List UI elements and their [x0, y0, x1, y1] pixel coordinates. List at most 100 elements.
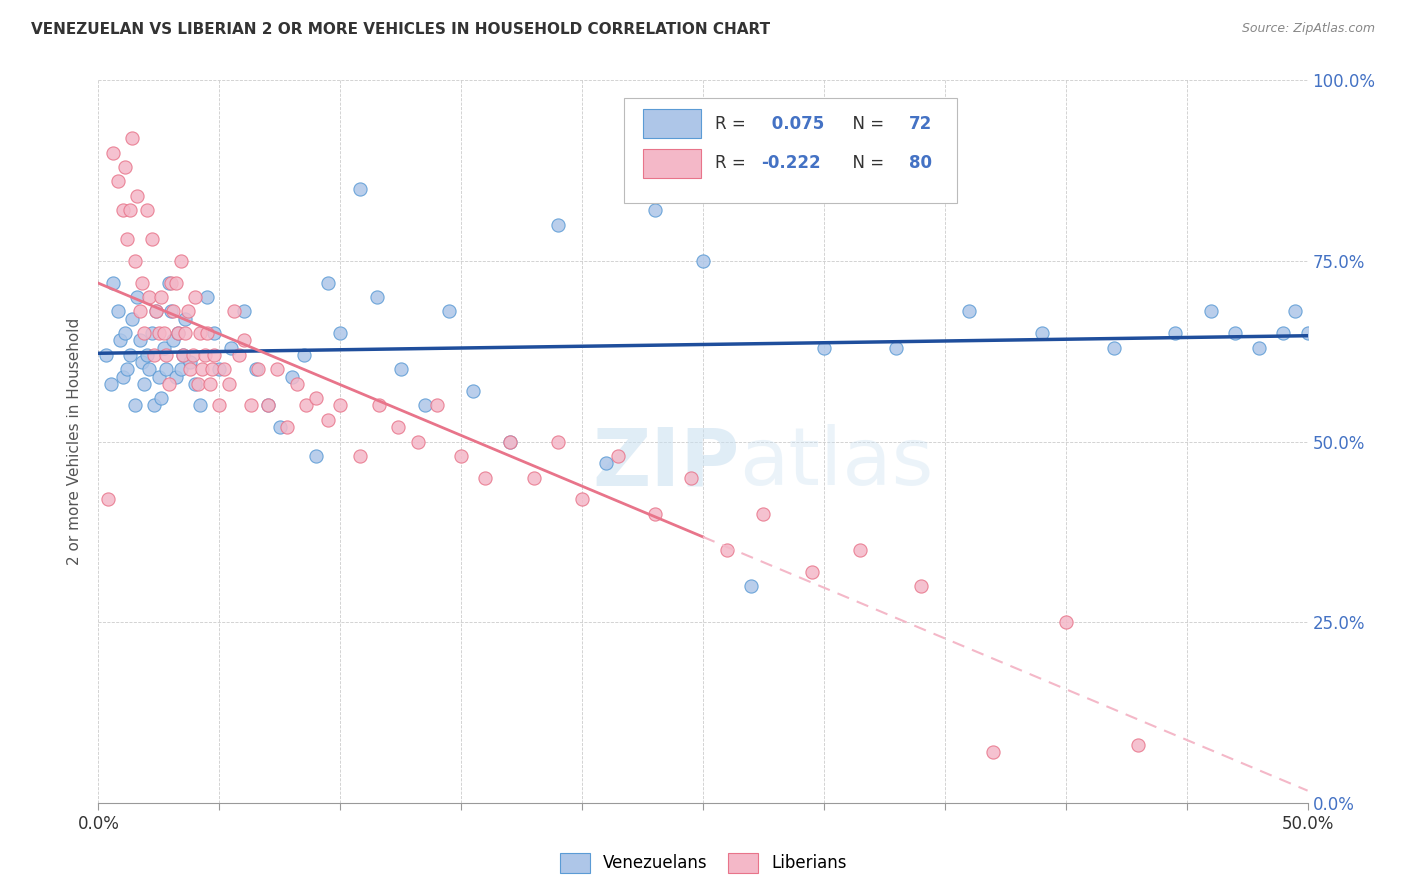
Point [94, 348, 117, 362]
Point [184, 376, 207, 391]
Text: 72: 72 [908, 115, 932, 133]
Point [108, 334, 131, 348]
Point [101, 145, 124, 160]
Point [368, 398, 391, 412]
Point [607, 449, 630, 463]
Point [222, 304, 245, 318]
Point [114, 160, 136, 174]
Point [1249, 341, 1271, 355]
Point [752, 507, 775, 521]
Point [800, 565, 823, 579]
Point [167, 326, 190, 340]
Point [1284, 304, 1306, 318]
Point [547, 434, 569, 449]
Point [118, 348, 141, 362]
Point [692, 253, 714, 268]
Point [155, 362, 177, 376]
Point [269, 420, 291, 434]
Point [1031, 326, 1053, 340]
Point [305, 449, 328, 463]
Point [1223, 326, 1246, 340]
Legend: Venezuelans, Liberians: Venezuelans, Liberians [553, 847, 853, 880]
Point [188, 326, 211, 340]
Point [957, 304, 980, 318]
Point [188, 398, 211, 412]
Point [1296, 326, 1319, 340]
Point [97, 492, 120, 507]
Point [148, 369, 170, 384]
Point [172, 348, 194, 362]
Point [121, 311, 143, 326]
Point [349, 182, 371, 196]
Point [165, 276, 187, 290]
Point [239, 398, 262, 412]
Point [165, 369, 187, 384]
Point [179, 362, 201, 376]
Point [221, 341, 243, 355]
Point [138, 362, 160, 376]
Point [157, 376, 180, 391]
Point [131, 355, 153, 369]
Point [198, 376, 221, 391]
Point [1272, 326, 1295, 340]
Point [127, 290, 149, 304]
Point [247, 362, 270, 376]
Point [187, 376, 209, 391]
Point [571, 492, 593, 507]
Point [329, 398, 352, 412]
Point [387, 420, 409, 434]
Point [523, 470, 546, 484]
Point [886, 341, 908, 355]
Point [1128, 738, 1150, 752]
Point [141, 326, 163, 340]
Point [145, 304, 167, 318]
Text: atlas: atlas [740, 425, 934, 502]
Y-axis label: 2 or more Vehicles in Household: 2 or more Vehicles in Household [67, 318, 83, 566]
Point [716, 542, 738, 557]
Point [124, 398, 146, 412]
Point [121, 131, 143, 145]
Point [134, 326, 156, 340]
Point [118, 203, 141, 218]
Text: 80: 80 [908, 154, 932, 172]
Point [208, 398, 231, 412]
Point [107, 174, 129, 188]
Point [389, 362, 412, 376]
Point [172, 348, 194, 362]
Point [295, 398, 318, 412]
Point [218, 376, 240, 391]
Point [195, 290, 218, 304]
Point [169, 362, 191, 376]
Point [329, 326, 352, 340]
Point [128, 304, 150, 318]
Point [169, 253, 191, 268]
Point [547, 218, 569, 232]
Point [111, 203, 134, 218]
Point [316, 413, 339, 427]
Point [849, 542, 872, 557]
Point [450, 449, 472, 463]
Bar [643, 109, 700, 138]
Point [184, 290, 207, 304]
Point [131, 276, 153, 290]
Point [1054, 615, 1077, 630]
Point [100, 376, 122, 391]
Point [266, 362, 288, 376]
Point [285, 376, 308, 391]
Point [201, 362, 224, 376]
Point [160, 304, 183, 318]
Point [194, 348, 217, 362]
Point [127, 189, 149, 203]
Text: Source: ZipAtlas.com: Source: ZipAtlas.com [1241, 22, 1375, 36]
Point [498, 434, 520, 449]
Point [644, 507, 666, 521]
Text: R =: R = [716, 115, 751, 133]
Point [195, 326, 218, 340]
Point [1163, 326, 1185, 340]
Point [292, 348, 315, 362]
Point [910, 579, 932, 593]
Point [117, 362, 139, 376]
Point [157, 276, 180, 290]
Point [181, 348, 204, 362]
Point [117, 232, 139, 246]
